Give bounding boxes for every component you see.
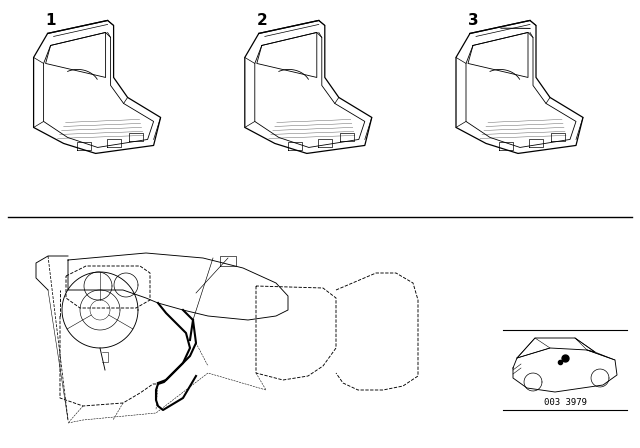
Text: 003 3979: 003 3979 <box>543 397 586 406</box>
Text: 2: 2 <box>257 13 267 28</box>
Text: 1: 1 <box>45 13 56 28</box>
Text: 3: 3 <box>468 13 478 28</box>
